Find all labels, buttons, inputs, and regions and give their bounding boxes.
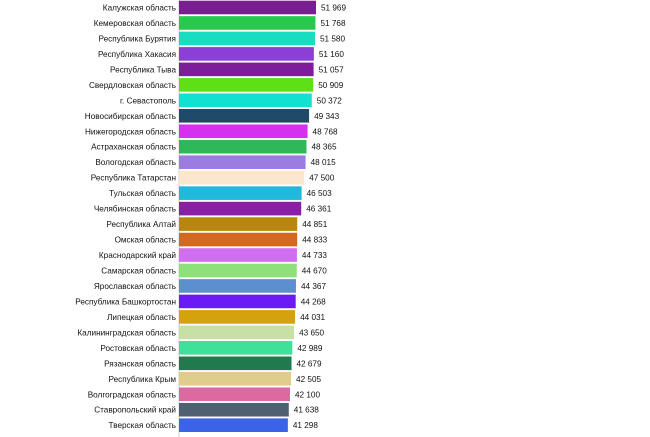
value-label: 42 505 [296,375,321,384]
value-label: 42 989 [297,344,322,353]
category-label: Тверская область [109,421,176,430]
bar [179,170,305,185]
value-label: 51 969 [321,4,346,13]
bar [179,402,289,417]
bar [179,387,290,402]
value-label: 46 361 [306,205,331,214]
category-label: Липецкая область [107,313,176,322]
category-label: Тульская область [109,189,176,198]
bar [179,124,308,139]
value-label: 44 851 [302,220,327,229]
category-label: Краснодарский край [99,251,176,260]
bar [179,279,296,293]
bar [179,108,310,123]
value-label: 42 679 [297,359,322,368]
value-label: 50 909 [318,81,343,90]
value-label: 42 100 [295,390,320,399]
bar [179,139,307,154]
bar [179,217,298,231]
category-label: Свердловская область [89,81,176,90]
bar [179,47,314,61]
category-label: Новосибирская область [85,112,176,121]
bar [179,418,288,432]
category-label: Республика Бурятия [99,34,176,43]
value-label: 44 268 [301,297,326,306]
value-label: 51 768 [320,19,345,28]
category-label: Волгоградская область [88,390,176,399]
value-label: 50 372 [317,96,342,105]
bar [179,263,297,278]
value-label: 51 580 [320,34,345,43]
category-label: Рязанская область [104,359,176,368]
category-label: Калининградская область [77,328,176,337]
value-label: 47 500 [309,174,334,183]
value-label: 44 367 [301,282,326,291]
bar [179,186,302,200]
category-label: Кемеровская область [94,19,176,28]
category-label: Республика Башкортостан [75,297,176,306]
bar [179,155,306,169]
value-label: 49 343 [314,112,339,121]
category-label: Челябинская область [94,205,176,214]
category-label: Ярославская область [94,282,176,291]
bar [179,341,293,355]
value-label: 43 650 [299,328,324,337]
value-label: 46 503 [307,189,332,198]
category-label: Республика Хакасия [98,50,176,59]
category-label: Калужская область [103,4,176,13]
category-label: Республика Тыва [110,65,176,74]
value-label: 48 015 [311,158,336,167]
value-label: 44 833 [302,236,327,245]
bar [179,294,296,309]
bar [179,0,316,15]
bar [179,16,316,30]
bar [179,371,292,386]
bar [179,310,296,324]
category-label: Республика Крым [109,375,177,384]
bar [179,78,314,92]
bar [179,201,302,216]
value-label: 44 670 [302,266,327,275]
category-label: Омская область [115,236,176,245]
category-label: Самарская область [101,266,176,275]
category-label: Нижегородская область [85,127,176,136]
bar [179,232,298,247]
bar [179,248,297,262]
category-label: Ставропольский край [94,406,176,415]
value-label: 41 638 [294,406,319,415]
value-label: 51 057 [319,65,344,74]
bar [179,356,292,371]
value-label: 44 031 [300,313,325,322]
category-label: Ростовская область [100,344,176,353]
bar [179,325,295,340]
category-label: Вологодская область [95,158,176,167]
value-label: 44 733 [302,251,327,260]
bar [179,31,315,46]
value-label: 51 160 [319,50,344,59]
value-label: 41 298 [293,421,318,430]
value-label: 48 768 [313,127,338,136]
value-label: 48 365 [312,143,337,152]
category-label: Республика Татарстан [91,174,176,183]
category-label: г. Севастополь [120,96,176,105]
bar [179,93,312,108]
category-label: Республика Алтай [106,220,176,229]
bar [179,62,314,77]
category-label: Астраханская область [91,143,176,152]
